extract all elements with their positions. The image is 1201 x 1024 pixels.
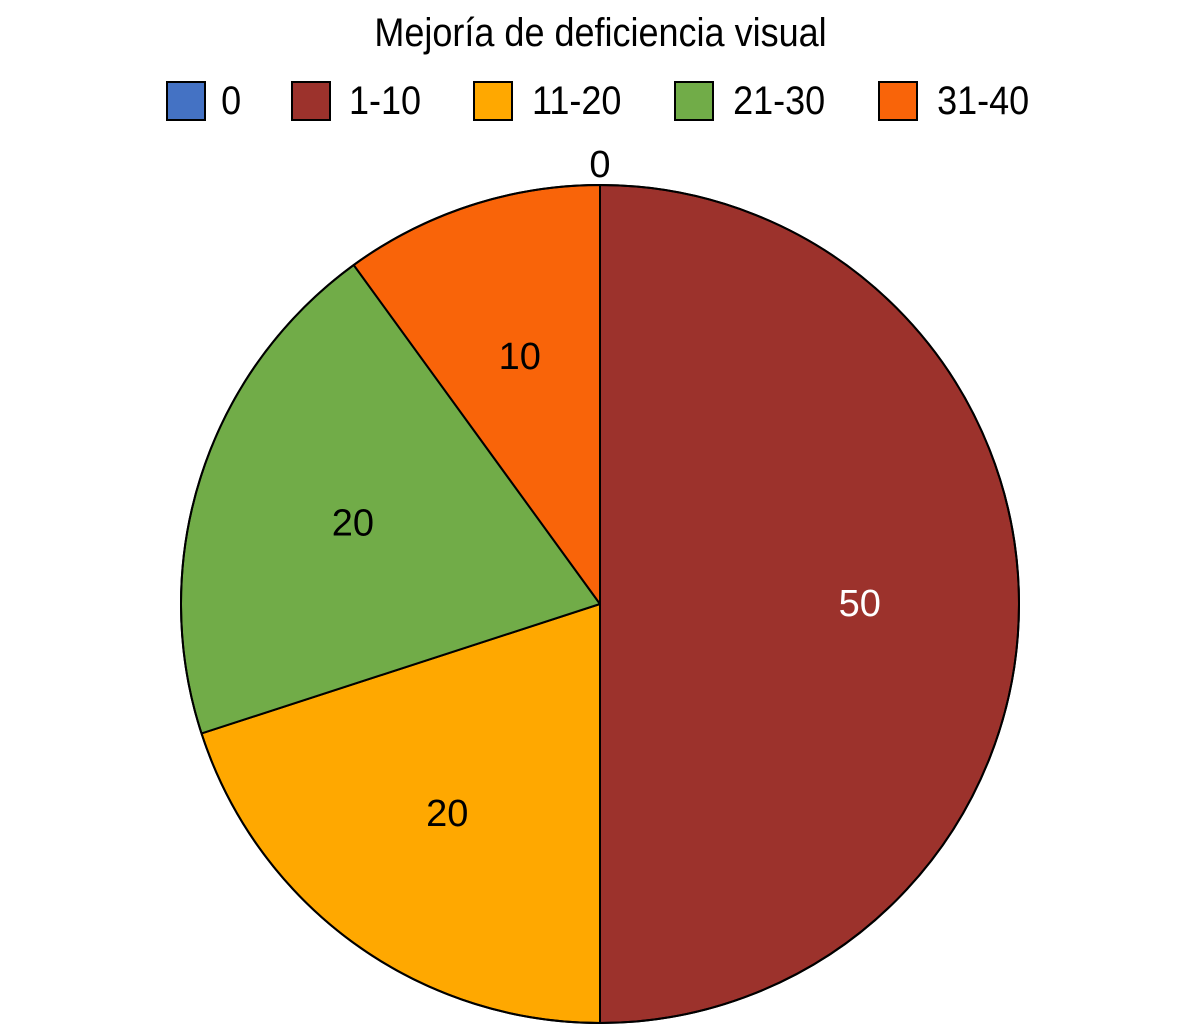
legend-label: 1-10 <box>348 79 421 123</box>
slice-label-11-20: 20 <box>426 793 468 835</box>
slice-label-21-30: 20 <box>332 503 374 545</box>
pie-outline <box>180 184 1020 1024</box>
slice-label-31-40: 10 <box>499 336 541 378</box>
legend-swatch <box>166 81 207 121</box>
chart-title: Mejoría de deficiencia visual <box>374 11 827 55</box>
legend-item-21-30: 21-30 <box>674 78 830 124</box>
legend-item-11-20: 11-20 <box>472 78 626 124</box>
pie-slice-1-10 <box>599 184 1020 1024</box>
chart-legend: 0 1-10 11-20 21-30 31-40 <box>0 76 1201 126</box>
legend-item-31-40: 31-40 <box>878 78 1034 124</box>
legend-swatch <box>878 81 919 121</box>
legend-item-0: 0 <box>166 78 242 124</box>
legend-item-1-10: 1-10 <box>290 78 425 124</box>
legend-label: 0 <box>221 79 242 123</box>
legend-label: 31-40 <box>937 79 1030 123</box>
legend-label: 21-30 <box>733 79 826 123</box>
legend-swatch <box>674 81 715 121</box>
slice-label-0: 0 <box>589 144 610 186</box>
slice-label-1-10: 50 <box>839 583 881 625</box>
legend-swatch <box>290 81 331 121</box>
legend-label: 11-20 <box>531 79 622 123</box>
legend-swatch <box>472 81 513 121</box>
